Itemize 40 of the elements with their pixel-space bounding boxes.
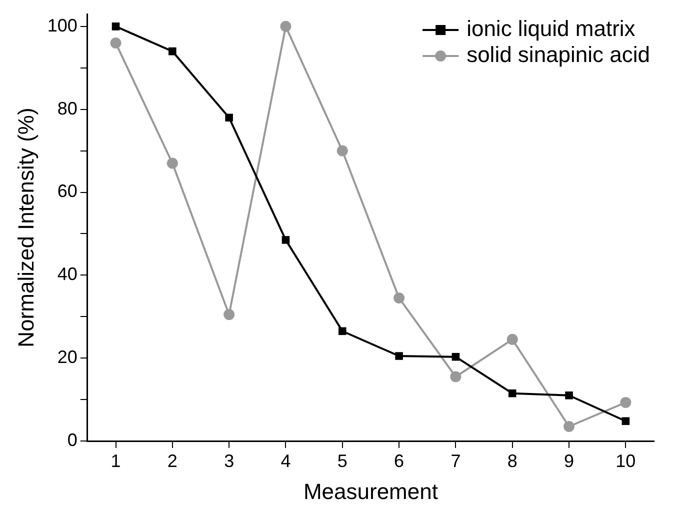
x-tick-label: 7 xyxy=(450,450,461,471)
point xyxy=(394,292,405,304)
legend-label: ionic liquid matrix xyxy=(466,16,636,42)
y-tick-label: 20 xyxy=(57,347,78,368)
y-tick-label: 40 xyxy=(57,264,78,284)
y-tick-label: 80 xyxy=(57,98,78,118)
point xyxy=(338,327,346,336)
y-tick-label: 60 xyxy=(57,181,78,202)
point xyxy=(565,392,573,400)
x-tick-label: 8 xyxy=(507,450,518,471)
point xyxy=(112,22,120,30)
point xyxy=(395,352,403,360)
point xyxy=(450,371,462,382)
point xyxy=(225,114,233,122)
point xyxy=(166,158,178,169)
y-axis-title: Normalized Intensity (%) xyxy=(13,108,38,348)
point xyxy=(110,38,122,49)
x-tick-label: 6 xyxy=(394,450,404,471)
x-tick-label: 9 xyxy=(564,450,574,471)
point xyxy=(620,396,632,408)
x-tick-label: 10 xyxy=(616,450,636,471)
x-tick-label: 3 xyxy=(224,450,234,471)
x-tick-label: 5 xyxy=(337,450,348,471)
point xyxy=(622,417,630,425)
x-tick-label: 1 xyxy=(110,450,121,471)
point xyxy=(508,389,516,398)
y-tick-label: 0 xyxy=(67,430,78,450)
x-axis-title: Measurement xyxy=(303,478,438,504)
point xyxy=(336,145,348,156)
point xyxy=(282,236,290,244)
legend-label: solid sinapinic acid xyxy=(466,42,650,68)
point xyxy=(168,47,176,56)
point xyxy=(224,309,235,320)
x-tick-label: 4 xyxy=(280,450,291,471)
y-tick-label: 100 xyxy=(47,15,78,36)
point xyxy=(564,420,575,432)
x-tick-label: 2 xyxy=(167,450,178,471)
point xyxy=(452,352,460,361)
point xyxy=(280,20,292,32)
point xyxy=(506,334,518,345)
